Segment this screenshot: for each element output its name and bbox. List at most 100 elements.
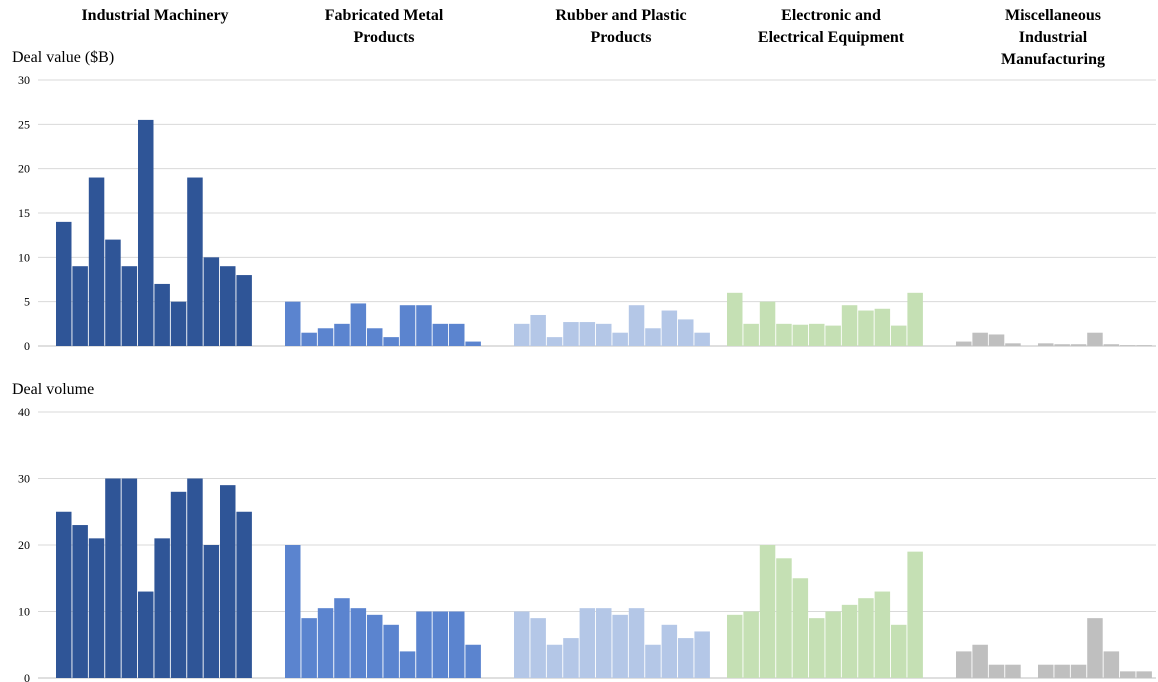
bar-industrial-machinery-value bbox=[154, 283, 170, 346]
bar-rubber-and-plastic-products-volume bbox=[514, 611, 530, 678]
bar-fabricated-metal-products-value bbox=[399, 305, 416, 346]
bar-electronic-and-electrical-equipment-volume bbox=[759, 545, 776, 678]
bar-industrial-machinery-value bbox=[236, 275, 252, 346]
bar-electronic-and-electrical-equipment-value bbox=[825, 325, 841, 346]
bar-miscellaneous-industrial-manufacturing-volume bbox=[1054, 664, 1070, 678]
bar-industrial-machinery-volume bbox=[203, 545, 220, 678]
bar-electronic-and-electrical-equipment-value bbox=[841, 305, 858, 346]
bar-rubber-and-plastic-products-volume bbox=[645, 644, 661, 678]
bar-fabricated-metal-products-value bbox=[334, 323, 350, 346]
bar-miscellaneous-industrial-manufacturing-value bbox=[956, 341, 972, 346]
bar-miscellaneous-industrial-manufacturing-value bbox=[972, 332, 988, 346]
category-title-line: Electronic and bbox=[781, 7, 881, 24]
bar-miscellaneous-industrial-manufacturing-volume bbox=[972, 644, 988, 678]
bar-rubber-and-plastic-products-value bbox=[612, 332, 628, 346]
bar-rubber-and-plastic-products-value bbox=[645, 328, 661, 346]
bar-industrial-machinery-volume bbox=[138, 591, 154, 678]
bar-miscellaneous-industrial-manufacturing-value bbox=[1120, 345, 1136, 346]
y-tick-label: 30 bbox=[18, 472, 30, 486]
bar-fabricated-metal-products-volume bbox=[350, 608, 367, 678]
bar-miscellaneous-industrial-manufacturing-value bbox=[1070, 344, 1087, 346]
bar-industrial-machinery-value bbox=[203, 257, 220, 346]
bar-industrial-machinery-value bbox=[220, 266, 236, 346]
bar-electronic-and-electrical-equipment-volume bbox=[809, 618, 825, 678]
bar-miscellaneous-industrial-manufacturing-value bbox=[1087, 332, 1103, 346]
category-title-industrial-machinery: Industrial Machinery bbox=[81, 7, 228, 24]
category-title-line: Products bbox=[590, 29, 651, 46]
bar-rubber-and-plastic-products-volume bbox=[694, 631, 710, 678]
bar-electronic-and-electrical-equipment-volume bbox=[891, 624, 907, 678]
bar-rubber-and-plastic-products-volume bbox=[678, 638, 694, 678]
bar-industrial-machinery-volume bbox=[72, 525, 88, 678]
bar-rubber-and-plastic-products-value bbox=[596, 323, 612, 346]
bar-miscellaneous-industrial-manufacturing-volume bbox=[1120, 671, 1136, 678]
category-title-miscellaneous-industrial-manufacturing: Miscellaneous Industrial Manufacturing bbox=[1001, 7, 1105, 68]
bar-industrial-machinery-volume bbox=[187, 478, 203, 678]
bar-miscellaneous-industrial-manufacturing-volume bbox=[1005, 664, 1021, 678]
bar-industrial-machinery-value bbox=[88, 177, 105, 346]
panel-2-ylabel: Deal volume bbox=[12, 381, 94, 398]
bar-fabricated-metal-products-value bbox=[416, 305, 432, 346]
category-title-line: Miscellaneous bbox=[1005, 7, 1101, 24]
bar-rubber-and-plastic-products-volume bbox=[579, 608, 596, 678]
bar-fabricated-metal-products-volume bbox=[301, 618, 317, 678]
y-tick-label: 20 bbox=[18, 538, 30, 552]
bar-industrial-machinery-volume bbox=[121, 478, 138, 678]
y-tick-label: 10 bbox=[18, 250, 30, 264]
category-title-line: Fabricated Metal bbox=[325, 7, 444, 24]
bar-miscellaneous-industrial-manufacturing-volume bbox=[1070, 664, 1087, 678]
bar-electronic-and-electrical-equipment-value bbox=[891, 325, 907, 346]
bar-rubber-and-plastic-products-volume bbox=[563, 638, 579, 678]
bar-rubber-and-plastic-products-value bbox=[628, 305, 645, 346]
bar-fabricated-metal-products-volume bbox=[383, 624, 399, 678]
bar-fabricated-metal-products-volume bbox=[465, 644, 481, 678]
bar-fabricated-metal-products-value bbox=[301, 332, 317, 346]
bar-electronic-and-electrical-equipment-value bbox=[743, 323, 759, 346]
bar-miscellaneous-industrial-manufacturing-value bbox=[1038, 343, 1054, 346]
bar-rubber-and-plastic-products-value bbox=[694, 332, 710, 346]
bar-fabricated-metal-products-volume bbox=[449, 611, 465, 678]
y-tick-label: 20 bbox=[18, 162, 30, 176]
bar-industrial-machinery-volume bbox=[236, 511, 252, 678]
category-title-line: Rubber and Plastic bbox=[555, 7, 686, 24]
bar-industrial-machinery-volume bbox=[88, 538, 105, 678]
y-tick-label: 30 bbox=[18, 73, 30, 87]
bar-electronic-and-electrical-equipment-volume bbox=[907, 551, 923, 678]
bar-industrial-machinery-volume bbox=[220, 485, 236, 678]
bar-electronic-and-electrical-equipment-volume bbox=[727, 614, 743, 678]
bar-rubber-and-plastic-products-volume bbox=[596, 608, 612, 678]
bar-fabricated-metal-products-value bbox=[367, 328, 383, 346]
y-tick-label: 40 bbox=[18, 405, 30, 419]
bar-electronic-and-electrical-equipment-value bbox=[776, 323, 792, 346]
bar-industrial-machinery-value bbox=[72, 266, 88, 346]
bar-miscellaneous-industrial-manufacturing-value bbox=[1136, 345, 1152, 346]
bar-rubber-and-plastic-products-volume bbox=[612, 614, 628, 678]
bar-industrial-machinery-value bbox=[138, 119, 154, 347]
bar-rubber-and-plastic-products-value bbox=[678, 319, 694, 346]
category-title-fabricated-metal-products: Fabricated Metal Products bbox=[325, 7, 444, 46]
bar-electronic-and-electrical-equipment-volume bbox=[841, 604, 858, 678]
bar-fabricated-metal-products-volume bbox=[317, 608, 334, 678]
bar-electronic-and-electrical-equipment-value bbox=[792, 324, 809, 346]
bar-fabricated-metal-products-volume bbox=[432, 611, 449, 678]
bar-electronic-and-electrical-equipment-value bbox=[759, 301, 776, 346]
bar-rubber-and-plastic-products-volume bbox=[661, 624, 678, 678]
bar-rubber-and-plastic-products-value bbox=[661, 310, 678, 346]
bar-industrial-machinery-volume bbox=[105, 478, 121, 678]
bar-fabricated-metal-products-value bbox=[383, 337, 399, 346]
y-tick-label: 0 bbox=[24, 671, 30, 682]
bar-electronic-and-electrical-equipment-value bbox=[858, 310, 874, 346]
y-tick-label: 15 bbox=[18, 206, 30, 220]
bar-fabricated-metal-products-value bbox=[465, 341, 481, 346]
bar-miscellaneous-industrial-manufacturing-volume bbox=[1087, 618, 1103, 678]
bar-rubber-and-plastic-products-value bbox=[546, 337, 563, 346]
category-title-line: Industrial Machinery bbox=[81, 7, 228, 24]
bar-rubber-and-plastic-products-value bbox=[563, 322, 579, 346]
bar-electronic-and-electrical-equipment-volume bbox=[776, 558, 792, 678]
bar-rubber-and-plastic-products-value bbox=[579, 322, 596, 346]
bar-industrial-machinery-volume bbox=[56, 511, 72, 678]
bar-fabricated-metal-products-value bbox=[350, 303, 367, 346]
bar-miscellaneous-industrial-manufacturing-volume bbox=[1038, 664, 1054, 678]
bar-electronic-and-electrical-equipment-volume bbox=[792, 578, 809, 678]
